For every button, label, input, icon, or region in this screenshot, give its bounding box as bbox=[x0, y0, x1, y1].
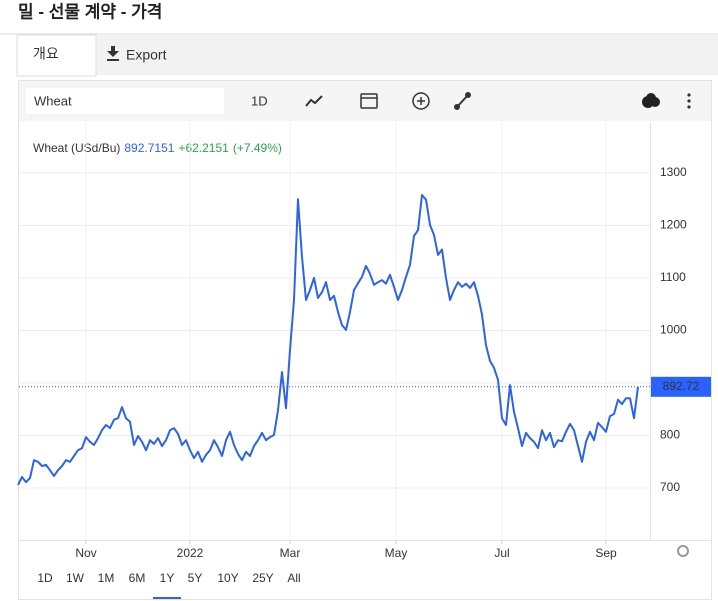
add-icon[interactable] bbox=[412, 92, 430, 110]
y-tick-label: 1200 bbox=[660, 218, 687, 232]
menu-icon[interactable] bbox=[687, 93, 691, 109]
price-marker-label: 892.72 bbox=[663, 379, 700, 393]
chart-panel bbox=[18, 80, 712, 600]
y-tick-label: 700 bbox=[660, 480, 680, 494]
y-tick-label: 800 bbox=[660, 428, 680, 442]
legend-change: +62.2151 bbox=[178, 141, 229, 155]
x-tick-label: Mar bbox=[280, 546, 301, 560]
x-tick-label: May bbox=[385, 546, 408, 560]
chart-type-icon[interactable] bbox=[305, 95, 323, 107]
x-tick-label: Jul bbox=[494, 546, 509, 560]
range-button[interactable]: All bbox=[287, 571, 300, 585]
x-tick-label: Nov bbox=[75, 546, 96, 560]
range-button[interactable]: 1W bbox=[66, 571, 85, 585]
tab-label[interactable]: Export bbox=[126, 47, 167, 63]
x-tick-label: Sep bbox=[595, 546, 617, 560]
symbol[interactable]: Wheat bbox=[34, 93, 72, 108]
tab-label[interactable]: 개요 bbox=[33, 46, 59, 62]
interval[interactable]: 1D bbox=[251, 93, 268, 108]
x-tick-label: 2022 bbox=[177, 546, 204, 560]
grid bbox=[19, 122, 650, 540]
legend-last: 892.7151 bbox=[124, 141, 174, 155]
range-button[interactable]: 10Y bbox=[217, 571, 238, 585]
range-button[interactable]: 1D bbox=[37, 571, 53, 585]
tab-bar bbox=[96, 35, 718, 75]
legend: Wheat (USd/Bu) 892.7151 +62.2151 (+7.49%) bbox=[33, 141, 282, 155]
y-tick-label: 1300 bbox=[660, 165, 687, 179]
legend-name: Wheat (USd/Bu) bbox=[33, 141, 120, 155]
page-title: 밀 - 선물 계약 - 가격 bbox=[18, 1, 162, 21]
symbol-box[interactable] bbox=[26, 88, 224, 114]
range-button[interactable]: 5Y bbox=[188, 571, 203, 585]
range-button[interactable]: 25Y bbox=[252, 571, 273, 585]
tab-overview[interactable] bbox=[16, 34, 97, 77]
draw-icon[interactable] bbox=[454, 92, 471, 110]
range-button[interactable]: 1Y bbox=[160, 571, 175, 585]
export-icon[interactable] bbox=[107, 46, 119, 61]
download-icon[interactable] bbox=[642, 93, 660, 108]
calendar-icon[interactable] bbox=[360, 93, 378, 109]
range-button[interactable]: 1M bbox=[98, 571, 115, 585]
price-line bbox=[17, 194, 639, 486]
price-marker-box bbox=[651, 376, 711, 397]
y-tick-label: 1000 bbox=[660, 323, 687, 337]
legend-change-pct: (+7.49%) bbox=[233, 141, 282, 155]
y-tick-label: 1100 bbox=[660, 270, 686, 284]
range-button[interactable]: 6M bbox=[129, 571, 146, 585]
settings-icon[interactable] bbox=[677, 545, 689, 557]
